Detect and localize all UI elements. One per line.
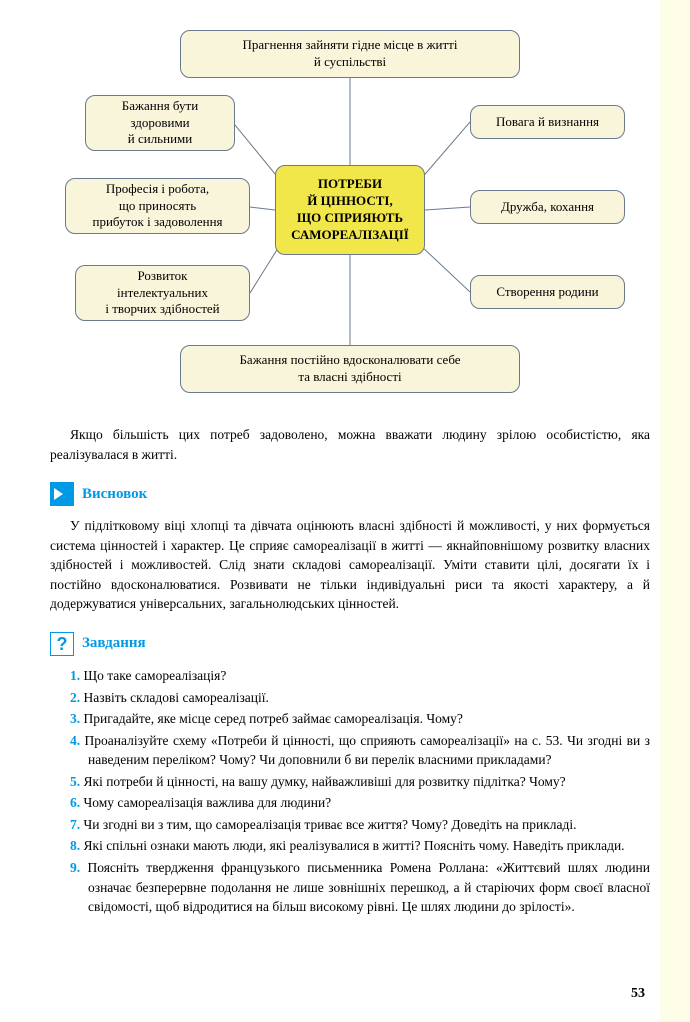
diagram-node-1: Бажання бути здоровими й сильними	[85, 95, 235, 151]
question-icon: ?	[50, 632, 74, 656]
task-number: 5.	[70, 774, 80, 789]
task-item-8: 8. Які спільні ознаки мають люди, які ре…	[50, 836, 650, 856]
task-item-7: 7. Чи згодні ви з тим, що самореалізація…	[50, 815, 650, 835]
right-margin-decoration	[660, 0, 690, 1022]
intro-paragraph: Якщо більшість цих потреб задоволено, мо…	[50, 425, 650, 464]
task-item-6: 6. Чому самореалізація важлива для людин…	[50, 793, 650, 813]
page-number: 53	[631, 986, 645, 1002]
diagram-center-node: ПОТРЕБИ Й ЦІННОСТІ, ЩО СПРИЯЮТЬ САМОРЕАЛ…	[275, 165, 425, 255]
tasks-title: Завдання	[82, 635, 146, 652]
conclusion-text: У підлітковому віці хлопці та дівчата оц…	[50, 516, 650, 614]
arrow-icon	[50, 482, 74, 506]
task-number: 8.	[70, 838, 80, 853]
task-item-2: 2. Назвіть складові самореалізації.	[50, 688, 650, 708]
task-number: 2.	[70, 690, 80, 705]
task-number: 4.	[70, 733, 80, 748]
svg-text:?: ?	[57, 634, 68, 654]
diagram-node-0: Прагнення зайняти гідне місце в житті й …	[180, 30, 520, 78]
task-number: 7.	[70, 817, 80, 832]
diagram-node-6: Створення родини	[470, 275, 625, 309]
concept-diagram: ПОТРЕБИ Й ЦІННОСТІ, ЩО СПРИЯЮТЬ САМОРЕАЛ…	[50, 20, 650, 410]
page-content: ПОТРЕБИ Й ЦІННОСТІ, ЩО СПРИЯЮТЬ САМОРЕАЛ…	[0, 0, 690, 939]
task-number: 9.	[70, 860, 80, 875]
diagram-node-4: Дружба, кохання	[470, 190, 625, 224]
diagram-node-3: Професія і робота, що приносять прибуток…	[65, 178, 250, 234]
task-item-3: 3. Пригадайте, яке місце серед потреб за…	[50, 709, 650, 729]
conclusion-title: Висновок	[82, 486, 147, 503]
diagram-node-2: Повага й визнання	[470, 105, 625, 139]
conclusion-header: Висновок	[50, 482, 650, 506]
task-number: 6.	[70, 795, 80, 810]
diagram-node-5: Розвиток інтелектуальних і творчих здібн…	[75, 265, 250, 321]
task-number: 1.	[70, 668, 80, 683]
tasks-list: 1. Що таке самореалізація?2. Назвіть скл…	[50, 666, 650, 917]
task-item-4: 4. Проаналізуйте схему «Потреби й ціннос…	[50, 731, 650, 770]
task-number: 3.	[70, 711, 80, 726]
diagram-node-7: Бажання постійно вдосконалювати себе та …	[180, 345, 520, 393]
task-item-5: 5. Які потреби й цінності, на вашу думку…	[50, 772, 650, 792]
tasks-header: ? Завдання	[50, 632, 650, 656]
task-item-9: 9. Поясніть твердження французького пись…	[50, 858, 650, 917]
task-item-1: 1. Що таке самореалізація?	[50, 666, 650, 686]
